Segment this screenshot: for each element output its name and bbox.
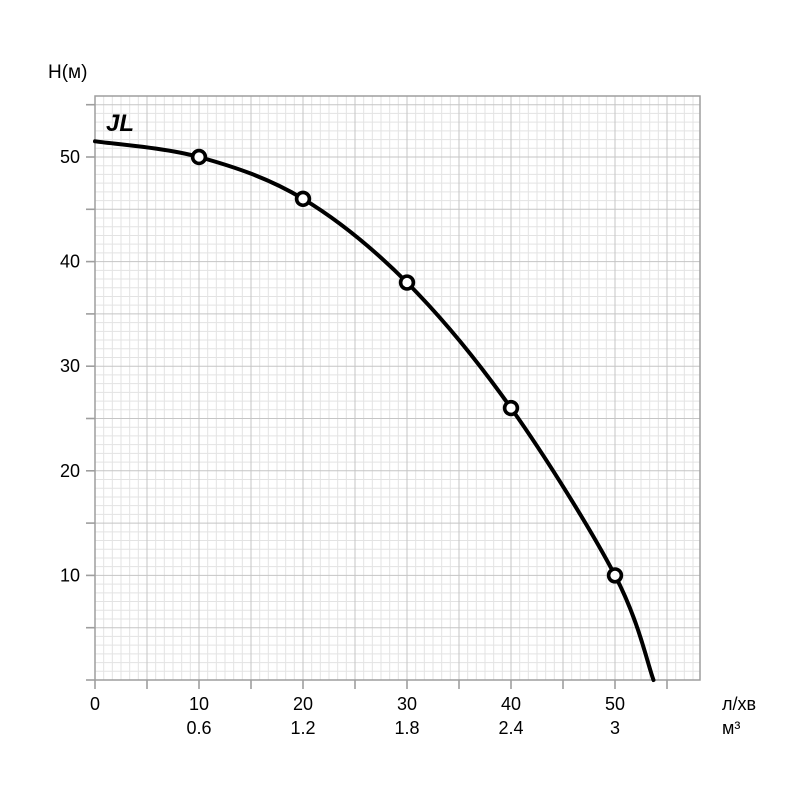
y-tick-label: 50 bbox=[60, 147, 80, 167]
pump-curve-jl bbox=[93, 139, 656, 682]
data-point-marker bbox=[606, 567, 624, 584]
x-tick-label-m3: 1.2 bbox=[290, 718, 315, 738]
grid-major-lines bbox=[94, 96, 700, 681]
x-tick-label-l-min: 20 bbox=[293, 694, 313, 714]
x-axis-tick-labels-l-min: 0 10 20 30 40 50 bbox=[90, 694, 625, 714]
x-tick-label-l-min: 10 bbox=[189, 694, 209, 714]
axis-tick-marks bbox=[86, 103, 668, 689]
y-axis-tick-labels: 10 20 30 40 50 bbox=[60, 147, 80, 585]
x-tick-label-m3: 0.6 bbox=[186, 718, 211, 738]
data-point-marker bbox=[398, 274, 416, 291]
x-tick-label-l-min: 40 bbox=[501, 694, 521, 714]
curve-series-label: JL bbox=[106, 110, 134, 137]
grid-minor-lines bbox=[95, 95, 700, 680]
x-tick-label-m3: 1.8 bbox=[394, 718, 419, 738]
x-tick-label-l-min: 30 bbox=[397, 694, 417, 714]
y-axis-unit-label: Н(м) bbox=[48, 62, 87, 83]
y-tick-label: 10 bbox=[60, 565, 80, 585]
data-point-marker bbox=[294, 190, 312, 208]
y-tick-label: 20 bbox=[60, 461, 80, 481]
x-axis-unit-l-min-label: л/хв bbox=[722, 694, 756, 714]
data-point-markers bbox=[190, 148, 624, 584]
y-tick-label: 40 bbox=[60, 252, 80, 272]
x-tick-label-m3: 2.4 bbox=[498, 718, 523, 738]
x-axis-unit-m3-label: м³ bbox=[722, 718, 740, 738]
x-tick-label-l-min: 0 bbox=[90, 694, 100, 714]
y-tick-label: 30 bbox=[60, 356, 80, 376]
x-tick-label-m3: 3 bbox=[610, 718, 620, 738]
data-point-marker bbox=[190, 148, 208, 166]
x-tick-label-l-min: 50 bbox=[605, 694, 625, 714]
x-axis-tick-labels-m3: 0.6 1.2 1.8 2.4 3 bbox=[186, 718, 620, 738]
plot-border bbox=[94, 95, 701, 681]
data-point-marker bbox=[502, 399, 520, 417]
